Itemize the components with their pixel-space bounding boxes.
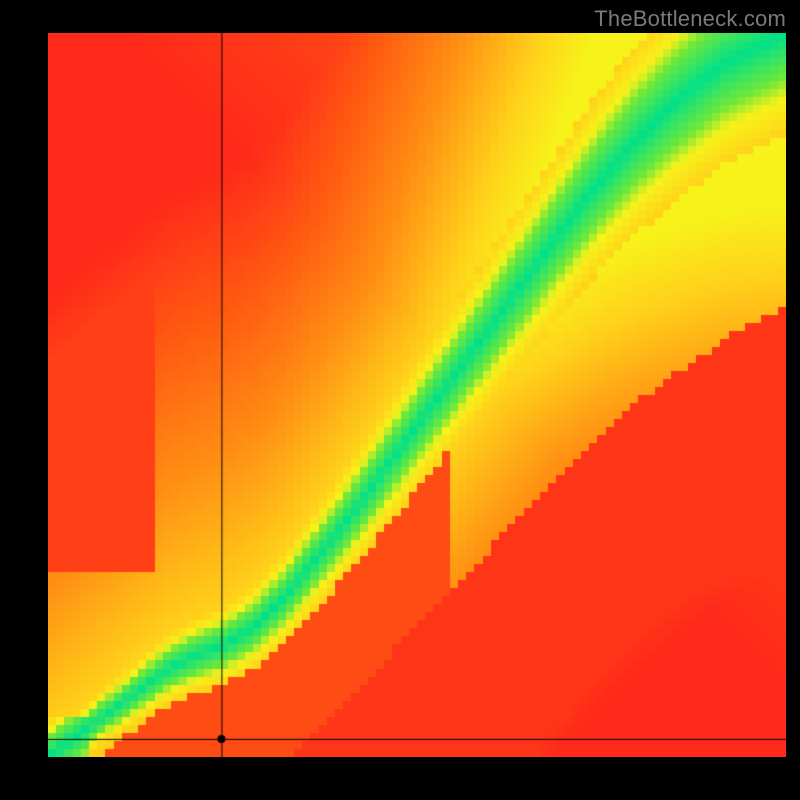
chart-container: TheBottleneck.com — [0, 0, 800, 800]
watermark-text: TheBottleneck.com — [594, 6, 786, 32]
heatmap-plot — [48, 33, 786, 757]
heatmap-canvas — [48, 33, 786, 757]
